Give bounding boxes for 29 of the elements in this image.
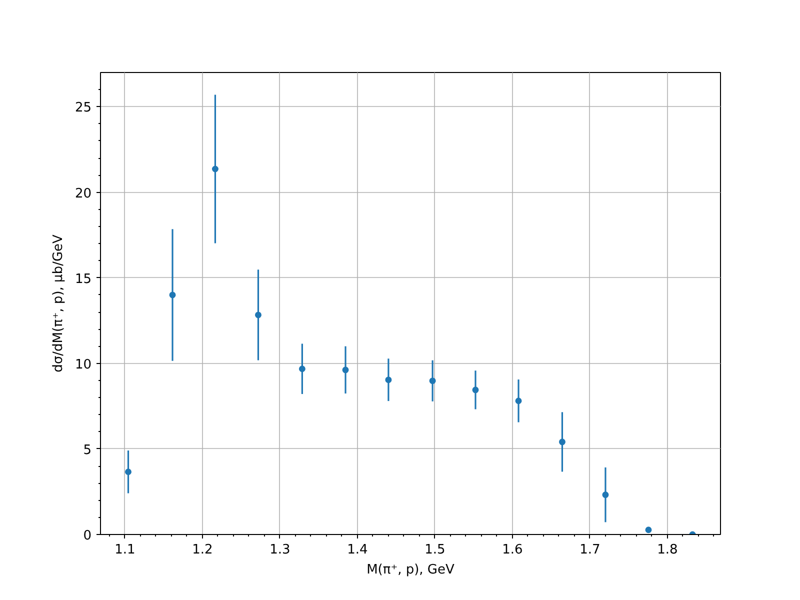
x-tick-label: 1.8 [657, 542, 678, 558]
x-tick-label: 1.3 [270, 542, 290, 558]
point [558, 438, 566, 446]
point [515, 398, 522, 404]
point [254, 312, 262, 318]
point [298, 366, 306, 372]
y-tick-label: 25 [74, 100, 92, 116]
y-tick-label: 5 [83, 442, 92, 458]
y-tick-label: 15 [74, 272, 92, 287]
x-tick-label: 1.5 [424, 542, 446, 558]
y-tick-label: 20 [74, 186, 92, 202]
point [125, 468, 132, 476]
point [342, 366, 349, 374]
point [212, 166, 218, 172]
x-axis-title: M(π⁺, p), GeV [366, 562, 455, 578]
x-tick-label: 1.7 [580, 542, 600, 558]
point [169, 292, 176, 298]
point [645, 526, 652, 534]
x-tick-label: 1.2 [192, 542, 213, 558]
x-tick-label: 1.6 [502, 542, 523, 558]
point [385, 376, 392, 384]
point [429, 378, 436, 384]
x-tick-label: 1.1 [114, 542, 136, 558]
y-axis-title: dσ/dM(π⁺, p), μb/GeV [50, 234, 66, 372]
point [602, 492, 609, 498]
y-tick-label: 0 [83, 528, 92, 544]
point [472, 386, 479, 394]
x-tick-label: 1.4 [347, 542, 368, 558]
y-tick-label: 10 [74, 357, 92, 372]
